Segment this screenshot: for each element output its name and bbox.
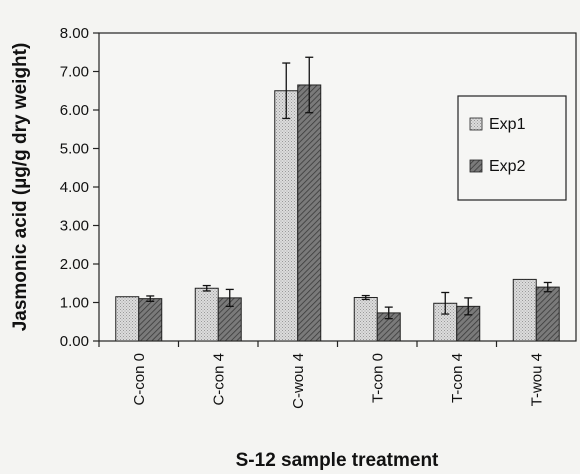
legend: Exp1 Exp2 xyxy=(457,95,567,201)
y-tick-label: 1.00 xyxy=(60,295,89,312)
bar-exp2-0 xyxy=(138,298,163,342)
x-category-label: T-con 0 xyxy=(369,353,386,403)
y-tick-label: 7.00 xyxy=(60,64,89,81)
y-axis-title: Jasmonic acid (µg/g dry weight) xyxy=(10,43,31,332)
x-category-label: T-wou 4 xyxy=(528,353,545,406)
x-axis: C-con 0 C-con 4 C-wou 4 T-con 0 T-con 4 T-wou… xyxy=(98,341,545,409)
y-tick-label: 8.00 xyxy=(60,25,89,42)
bar-exp1-2 xyxy=(274,90,299,342)
y-tick-label: 3.00 xyxy=(60,218,89,235)
y-axis: 0.00 1.00 2.00 3.00 4.00 5.00 6.00 7.00 8.00 xyxy=(60,25,99,350)
y-tick-label: 5.00 xyxy=(60,141,89,158)
y-tick-label: 2.00 xyxy=(60,256,89,273)
x-category-label: C-con 0 xyxy=(131,353,148,406)
x-category-label: C-con 4 xyxy=(210,353,227,406)
legend-box xyxy=(457,95,567,201)
bar-exp2-5 xyxy=(535,286,560,342)
x-category-label: C-wou 4 xyxy=(290,353,307,409)
bar-exp1-3 xyxy=(353,296,378,342)
bar-exp2-2 xyxy=(297,84,322,342)
y-tick-label: 0.00 xyxy=(60,333,89,350)
legend-label-exp2: Exp2 xyxy=(489,158,526,175)
legend-label-exp1: Exp1 xyxy=(489,116,526,133)
bar-exp1-0 xyxy=(115,296,140,342)
legend-swatch-exp2 xyxy=(469,159,483,173)
x-category-label: T-con 4 xyxy=(449,353,466,403)
bar-exp1-5 xyxy=(512,278,537,342)
x-axis-title: S-12 sample treatment xyxy=(236,450,439,471)
bar-series xyxy=(115,56,560,342)
legend-swatch-exp1 xyxy=(469,117,483,131)
y-tick-label: 6.00 xyxy=(60,102,89,119)
y-tick-label: 4.00 xyxy=(60,179,89,196)
bar-exp1-1 xyxy=(194,287,219,342)
